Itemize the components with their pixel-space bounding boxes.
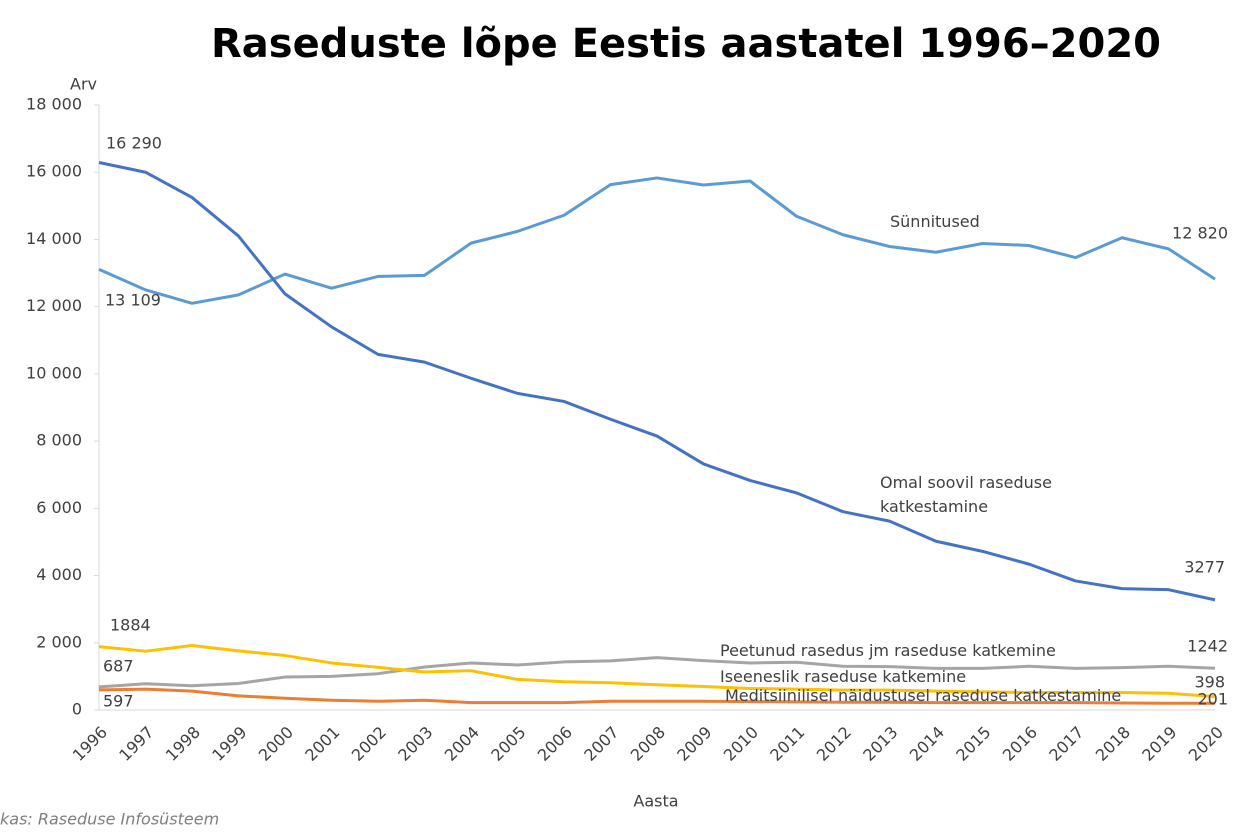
x-tick-label: 2004 [441, 723, 483, 765]
x-tick-label: 2010 [720, 723, 762, 765]
x-tick-label: 2015 [952, 723, 994, 765]
x-tick-label: 2011 [766, 723, 808, 765]
value-label: 1242 [1187, 637, 1228, 656]
value-label: 687 [103, 657, 134, 676]
y-tick-label: 12 000 [26, 296, 82, 315]
series-label: Omal soovil raseduse katkestamine [880, 473, 1052, 516]
series-line [98, 161, 1216, 602]
value-label: 398 [1194, 673, 1225, 692]
value-label: 12 820 [1172, 224, 1228, 243]
value-label: 3277 [1184, 558, 1225, 577]
y-tick-label: 2 000 [36, 632, 82, 651]
y-tick-label: 14 000 [26, 229, 82, 248]
x-tick-label: 2019 [1138, 723, 1180, 765]
x-axis-label: Aasta [633, 792, 678, 811]
x-tick-label: 1999 [208, 723, 250, 765]
x-tick-label: 2020 [1185, 723, 1227, 765]
series-label: Meditsiinilisel näidustusel raseduse kat… [725, 686, 1122, 705]
x-tick-label: 1997 [115, 723, 157, 765]
x-tick-label: 2012 [813, 723, 855, 765]
value-label: 597 [103, 692, 134, 711]
x-tick-label: 2000 [255, 723, 297, 765]
x-tick-label: 2006 [534, 723, 576, 765]
value-label: 16 290 [106, 134, 162, 153]
y-tick-label: 16 000 [26, 162, 82, 181]
x-tick-label: 2002 [348, 723, 390, 765]
x-tick-label: 2009 [673, 723, 715, 765]
y-tick-label: 8 000 [36, 431, 82, 450]
value-label: 1884 [110, 616, 151, 635]
x-tick-label: 2013 [859, 723, 901, 765]
y-axis-label: Arv [70, 75, 97, 94]
x-tick-label: 1996 [69, 723, 111, 765]
series-line [98, 687, 1216, 705]
y-tick-label: 4 000 [36, 565, 82, 584]
x-tick-label: 2014 [906, 723, 948, 765]
x-tick-label: 2005 [487, 723, 529, 765]
x-tick-label: 2001 [301, 723, 343, 765]
x-tick-label: 2017 [1045, 723, 1087, 765]
y-tick-label: 18 000 [26, 95, 82, 114]
series-label: Peetunud rasedus jm raseduse katkemine [720, 641, 1056, 660]
y-tick-label: 10 000 [26, 363, 82, 382]
series-label: Iseeneslik raseduse katkemine [720, 667, 967, 686]
y-tick-label: 0 [72, 700, 82, 719]
y-tick-label: 6 000 [36, 498, 82, 517]
value-label: 13 109 [105, 291, 161, 310]
x-tick-label: 1998 [162, 723, 204, 765]
x-tick-label: 2003 [394, 723, 436, 765]
source: kas: Raseduse Infosüsteem [0, 810, 219, 829]
series-line [98, 643, 1216, 699]
x-tick-label: 2016 [999, 723, 1041, 765]
series-line [98, 656, 1216, 689]
chart-title: Raseduste lõpe Eestis aastatel 1996–2020 [211, 21, 1161, 67]
x-tick-label: 2018 [1092, 723, 1134, 765]
value-label: 201 [1197, 690, 1228, 709]
series-label: Sünnitused [890, 212, 980, 231]
x-tick-label: 2007 [580, 723, 622, 765]
x-tick-label: 2008 [627, 723, 669, 765]
series-line [98, 176, 1216, 305]
